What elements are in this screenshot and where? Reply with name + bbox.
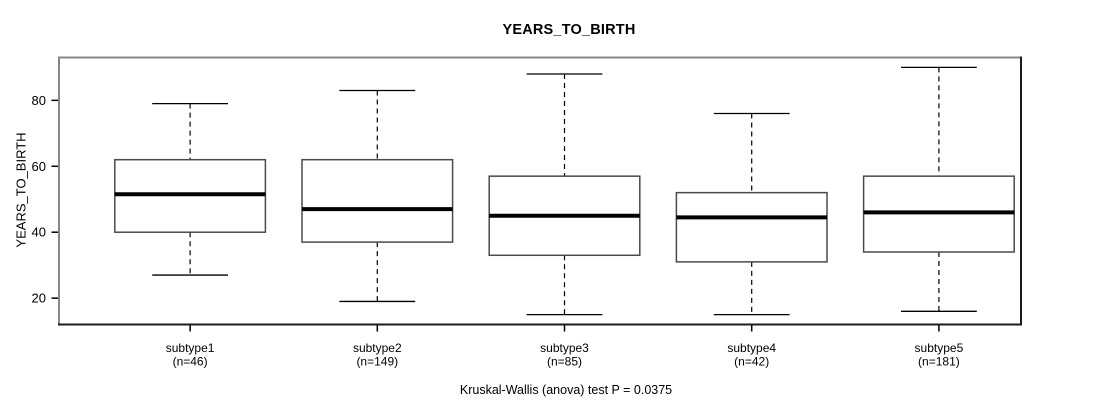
box-subtype2	[301, 158, 454, 243]
group-label-subtype3: subtype3	[540, 341, 589, 355]
y-tick-label-60: 60	[32, 159, 46, 174]
group-count-label-subtype2: (n=149)	[356, 355, 398, 369]
group-count-label-subtype5: (n=181)	[918, 355, 960, 369]
box-subtype4	[675, 191, 828, 263]
group-count-label-subtype1: (n=46)	[173, 355, 208, 369]
y-tick-label-40: 40	[32, 225, 46, 240]
chart-title: YEARS_TO_BIRTH	[502, 22, 636, 38]
group-count-label-subtype4: (n=42)	[734, 355, 769, 369]
group-label-subtype5: subtype5	[915, 341, 964, 355]
group-label-subtype1: subtype1	[166, 341, 215, 355]
group-label-subtype4: subtype4	[727, 341, 776, 355]
group-label-subtype2: subtype2	[353, 341, 402, 355]
y-tick-label-20: 20	[32, 291, 46, 306]
y-tick-label-80: 80	[32, 93, 46, 108]
stat-test-caption: Kruskal-Wallis (anova) test P = 0.0375	[459, 383, 673, 397]
group-count-label-subtype3: (n=85)	[547, 355, 582, 369]
